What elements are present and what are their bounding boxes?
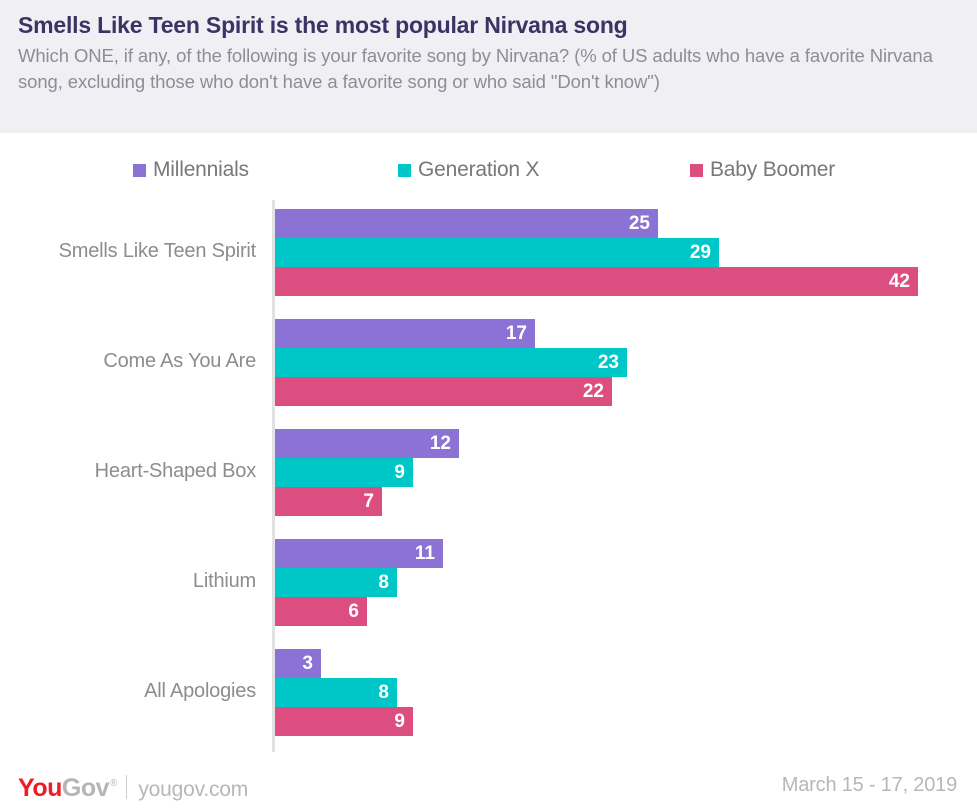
category-label: All Apologies [144, 679, 256, 702]
bar[interactable]: 29 [275, 238, 719, 267]
bar-value-label: 8 [378, 682, 389, 703]
bar-group: Lithium 11 8 6 [0, 526, 977, 636]
bar-group: All Apologies 3 8 9 [0, 636, 977, 746]
bar-value-label: 25 [628, 213, 650, 234]
bar-value-label: 7 [363, 491, 374, 512]
chart-plot-area: Smells Like Teen Spirit 25 29 42 Come As You… [0, 196, 977, 756]
bar[interactable]: 25 [275, 209, 658, 238]
bar-stack: 11 8 6 [275, 539, 443, 626]
legend-label: Millennials [153, 158, 249, 181]
bar[interactable]: 6 [275, 597, 367, 626]
bar[interactable]: 22 [275, 377, 612, 406]
bar-value-label: 11 [414, 543, 435, 564]
bar-value-label: 29 [689, 242, 711, 263]
bar[interactable]: 11 [275, 539, 443, 568]
logo-trademark-icon: ® [110, 778, 118, 789]
legend-label: Generation X [418, 158, 540, 181]
bar[interactable]: 8 [275, 678, 397, 707]
legend-swatch-icon [690, 163, 703, 177]
category-label: Smells Like Teen Spirit [58, 239, 257, 262]
legend-item-generation-x[interactable]: Generation X [398, 152, 540, 188]
bar[interactable]: 8 [275, 568, 397, 597]
logo-gov-text: Gov [61, 774, 110, 802]
bar-value-label: 12 [429, 433, 451, 454]
bar-group: Smells Like Teen Spirit 25 29 42 [0, 196, 977, 306]
bar-value-label: 9 [394, 462, 405, 483]
chart-legend: Millennials Generation X Baby Boomer [0, 152, 977, 188]
bar[interactable]: 3 [275, 649, 321, 678]
bar[interactable]: 12 [275, 429, 459, 458]
legend-item-baby-boomer[interactable]: Baby Boomer [690, 152, 835, 188]
legend-label: Baby Boomer [710, 158, 836, 181]
bar-value-label: 6 [348, 601, 359, 622]
bar-value-label: 22 [582, 381, 604, 402]
bar[interactable]: 9 [275, 458, 413, 487]
logo-you-text: You [18, 774, 62, 802]
bar-stack: 17 23 22 [275, 319, 627, 406]
category-label: Lithium [192, 569, 256, 592]
bar-stack: 25 29 42 [275, 209, 918, 296]
bar-value-label: 17 [505, 323, 527, 344]
bar-group: Heart-Shaped Box 12 9 7 [0, 416, 977, 526]
bar[interactable]: 17 [275, 319, 535, 348]
value-axis-line [272, 200, 275, 752]
chart-header: Smells Like Teen Spirit is the most popu… [0, 0, 977, 133]
bar-value-label: 23 [597, 352, 619, 373]
yougov-logo: You Gov ® yougov.com [18, 772, 249, 802]
chart-footer: You Gov ® yougov.com March 15 - 17, 2019 [0, 762, 977, 810]
legend-swatch-icon [133, 163, 146, 177]
logo-divider [126, 775, 128, 799]
bar-stack: 12 9 7 [275, 429, 459, 516]
bar-value-label: 8 [378, 572, 389, 593]
bar-value-label: 42 [888, 271, 910, 292]
bar[interactable]: 7 [275, 487, 382, 516]
bar[interactable]: 23 [275, 348, 627, 377]
footer-url: yougov.com [138, 778, 249, 801]
footer-date: March 15 - 17, 2019 [781, 774, 957, 796]
bar[interactable]: 42 [275, 267, 918, 296]
category-label: Come As You Are [103, 349, 256, 372]
bar-group: Come As You Are 17 23 22 [0, 306, 977, 416]
chart-subtitle: Which ONE, if any, of the following is y… [18, 45, 933, 92]
legend-item-millennials[interactable]: Millennials [133, 152, 249, 188]
bar-value-label: 3 [302, 653, 313, 674]
bar-value-label: 9 [394, 711, 405, 732]
category-label: Heart-Shaped Box [94, 459, 257, 482]
page-title: Smells Like Teen Spirit is the most popu… [18, 12, 628, 38]
legend-swatch-icon [398, 163, 411, 177]
bar[interactable]: 9 [275, 707, 413, 736]
